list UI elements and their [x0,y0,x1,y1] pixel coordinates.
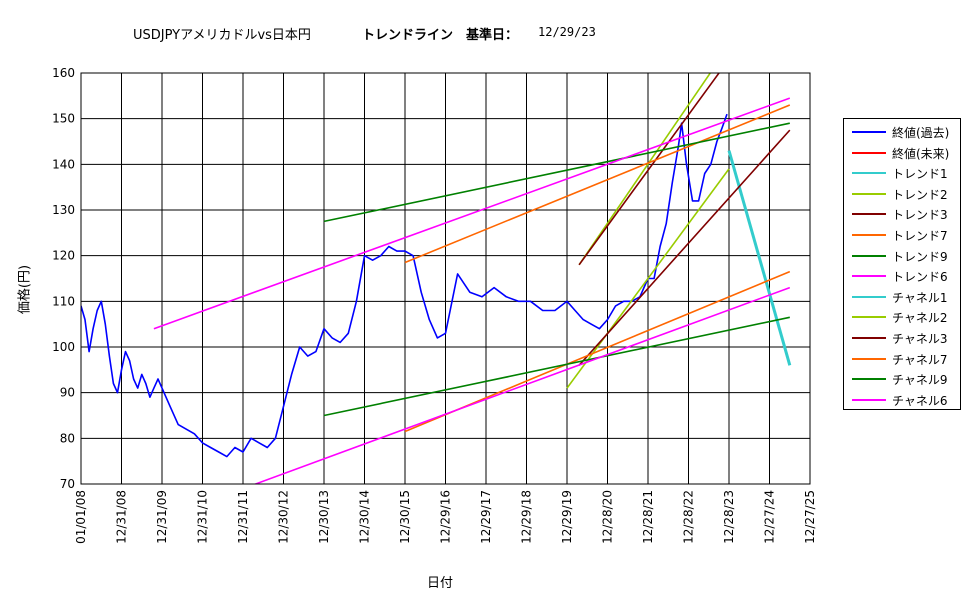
y-axis-label: 価格(円) [17,264,33,315]
x-tick-label: 12/27/24 [763,490,777,544]
legend-swatch [852,192,886,195]
x-tick-label: 12/29/18 [520,490,534,544]
x-tick-label: 12/31/08 [115,490,129,544]
title-row: USDJPYアメリカドルvs日本円 トレンドライン 基準日： 12/29/23 [0,0,975,43]
x-tick-label: 12/31/10 [196,490,210,544]
legend-label: トレンド9 [892,249,948,264]
legend-item: チャネル3 [852,329,960,347]
series-line [253,286,791,484]
legend-item: チャネル6 [852,391,960,409]
series-line [566,168,730,389]
legend-swatch [852,275,886,278]
y-tick-label: 130 [52,203,75,217]
legend-label: チャネル7 [892,352,948,367]
legend-label: チャネル6 [892,393,948,408]
legend-item: トレンド6 [852,267,960,285]
chart-title: USDJPYアメリカドルvs日本円 [133,28,311,43]
legend-swatch [852,172,886,175]
legend-label: 終値(過去) [892,126,950,140]
legend-swatch [852,316,886,319]
y-tick-label: 80 [60,431,75,445]
series-line [153,97,791,330]
legend-item: トレンド2 [852,185,960,203]
y-tick-label: 90 [60,386,75,400]
x-tick-label: 12/28/20 [601,490,615,544]
legend-swatch [852,213,886,216]
legend-item: チャネル9 [852,370,960,388]
legend-item: トレンド7 [852,226,960,244]
legend-swatch [852,234,886,236]
legend-swatch [852,131,886,133]
x-tick-label: 12/30/14 [358,490,372,544]
legend-item: 終値(未来) [852,144,960,162]
x-tick-label: 12/28/21 [641,490,655,544]
x-tick-label: 12/30/15 [398,490,412,544]
y-tick-label: 160 [52,66,75,80]
series-line [323,316,790,417]
x-tick-label: 12/28/22 [682,490,696,544]
legend-label: 終値(未来) [892,146,950,161]
plot-frame [80,72,811,485]
x-tick-label: 12/27/25 [803,490,817,544]
legend-label: チャネル9 [892,373,948,388]
legend-item: トレンド1 [852,164,960,182]
legend-swatch [852,398,886,401]
legend-swatch [852,254,886,257]
legend-label: トレンド7 [892,229,948,243]
x-tick-label: 12/30/13 [317,490,331,544]
series-line [81,113,728,458]
series-line [578,129,791,366]
x-tick-label: 12/31/09 [155,490,169,544]
legend-item: チャネル2 [852,308,960,326]
x-tick-label: 12/30/12 [277,490,291,544]
legend-item: チャネル7 [852,350,960,368]
series-lines [81,73,792,484]
x-axis-label: 日付 [426,576,453,591]
x-axis-ticks: 01/01/08 12/31/08 12/31/09 12/31/10 12/31/11… [74,490,817,544]
legend-label: トレンド1 [892,167,948,182]
x-tick-label: 12/31/11 [236,490,250,544]
legend-label: チャネル1 [892,290,948,305]
legend-swatch [852,378,886,381]
y-tick-label: 70 [60,477,75,491]
base-date: 12/29/23 [538,25,596,39]
x-tick-label: 12/29/16 [439,490,453,544]
legend-label: チャネル3 [892,332,948,346]
y-axis-label-box: 価格(円) [8,245,33,335]
legend-item: トレンド9 [852,247,960,265]
legend-label: チャネル2 [892,311,948,326]
legend-swatch [852,295,886,298]
legend-swatch [852,357,886,360]
legend: 終値(過去) 終値(未来) トレンド1 トレンド2 トレンド3 トレンド7 トレンド9 トレン… [843,118,961,410]
y-tick-label: 150 [52,112,75,126]
y-axis-ticks: 70 80 90 100 110 120 130 140 150 160 [52,66,75,491]
legend-swatch [852,151,886,154]
series-line [727,150,792,366]
legend-item: チャネル1 [852,288,960,306]
series-line [323,122,790,223]
legend-label: トレンド6 [892,270,948,285]
legend-label: トレンド2 [892,187,948,202]
y-tick-label: 100 [52,340,75,354]
legend-label: トレンド3 [892,208,948,223]
series-line [404,104,791,264]
x-tick-label: 01/01/08 [74,490,88,544]
series-line [578,73,712,266]
y-tick-label: 110 [52,294,75,308]
grid [80,72,811,485]
y-tick-label: 140 [52,157,75,171]
x-tick-label: 12/28/23 [722,490,736,544]
series-line [578,73,720,266]
y-tick-label: 120 [52,249,75,263]
trendline-title: トレンドライン 基準日： [362,28,519,43]
legend-item: トレンド3 [852,205,960,223]
x-tick-label: 12/29/17 [479,490,493,544]
legend-item: 終値(過去) [852,123,960,141]
legend-swatch [852,337,886,339]
x-tick-label: 12/29/19 [560,490,574,544]
